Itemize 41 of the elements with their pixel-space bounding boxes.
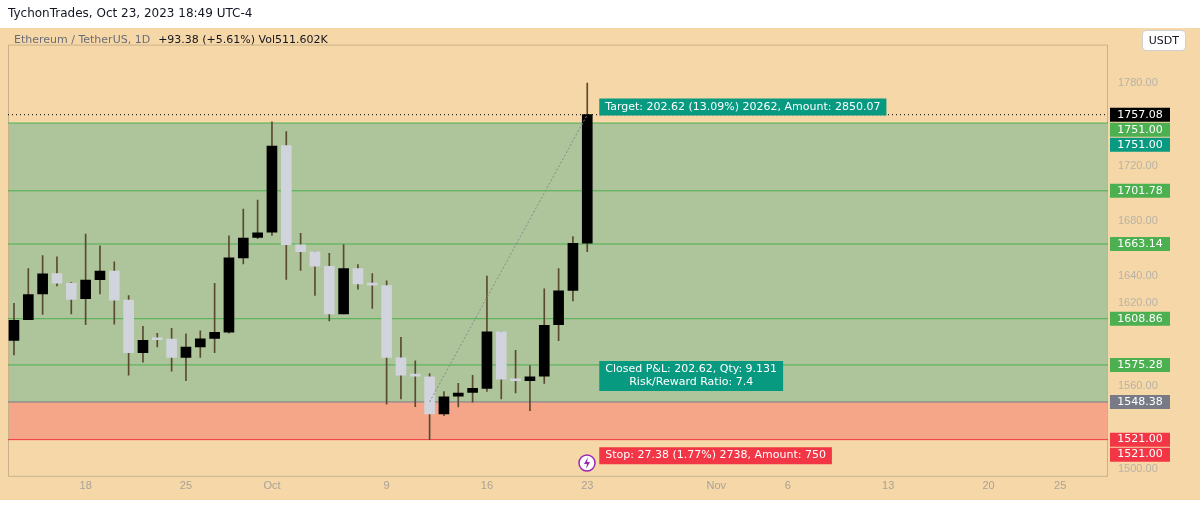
- ref-line-label: 1663.14: [1117, 236, 1163, 250]
- x-tick-label: 25: [179, 479, 193, 492]
- ref-line-label: 1521.00: [1117, 432, 1163, 446]
- ref-line-label: 1608.86: [1117, 311, 1163, 325]
- x-tick-label: Oct: [263, 479, 281, 492]
- y-tick-label: 1680.00: [1118, 213, 1158, 226]
- candlestick: [452, 383, 464, 408]
- candlestick: [151, 332, 163, 348]
- x-tick-label: 18: [79, 479, 92, 492]
- annotation: Target: 202.62 (13.09%) 20262, Amount: 2850.07: [604, 99, 881, 113]
- ref-line-label: 1751.00: [1117, 122, 1163, 136]
- y-tick-label: 1780.00: [1118, 76, 1158, 89]
- x-tick-label: 13: [882, 479, 895, 492]
- text: USDT: [1141, 30, 1186, 51]
- ref-line-label: 1757.08: [1117, 107, 1163, 121]
- band-label: 1751.00: [1117, 137, 1163, 151]
- ref-line-label: 1701.78: [1117, 183, 1163, 197]
- x-tick-label: 25: [1054, 479, 1067, 492]
- annotation: Stop: 27.38 (1.77%) 2738, Amount: 750: [605, 448, 826, 462]
- x-tick-label: 20: [982, 479, 995, 492]
- chart-subtitle: +93.38 (+5.61%) Vol511.602K: [158, 33, 328, 46]
- x-tick-label: 16: [480, 479, 494, 492]
- y-tick-label: 1640.00: [1118, 268, 1158, 281]
- ref-line-label: 1548.38: [1117, 394, 1163, 408]
- candlestick: [366, 273, 378, 309]
- x-tick-label: Nov: [706, 479, 727, 492]
- text: TychonTrades, Oct 23, 2023 18:49 UTC-4: [8, 6, 253, 20]
- y-tick-label: 1620.00: [1118, 296, 1158, 309]
- y-tick-label: 1500.00: [1118, 461, 1158, 474]
- x-tick-label: 6: [784, 479, 791, 492]
- y-tick-label: 1560.00: [1118, 378, 1158, 391]
- ref-line-label: 1575.28: [1117, 357, 1163, 371]
- candlestick: [180, 333, 192, 382]
- chart-title: Ethereum / TetherUS, 1D: [14, 33, 151, 46]
- candlestick: [94, 245, 106, 295]
- candlestick: [409, 360, 421, 407]
- x-tick-label: 9: [383, 479, 390, 492]
- annotation: Closed P&L: 202.62, Qty: 9.131 Risk/Reward Ratio: 7.4: [605, 362, 778, 389]
- x-tick-label: 23: [581, 479, 594, 492]
- y-tick-label: 1720.00: [1118, 158, 1158, 171]
- band-label: 1521.00: [1117, 447, 1163, 461]
